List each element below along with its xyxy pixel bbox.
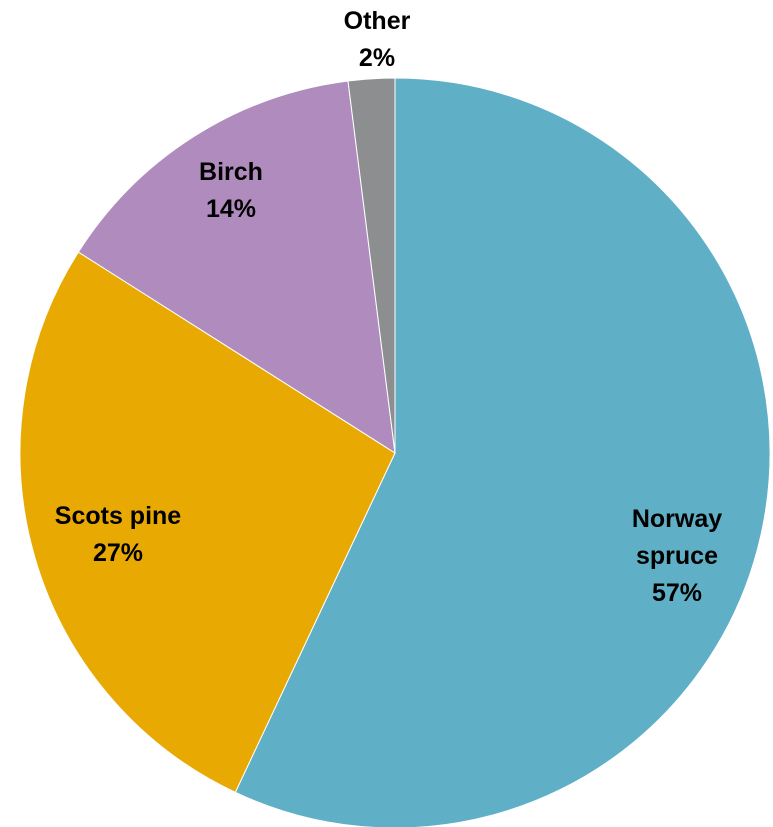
slice-label-birch: Birch 14%	[199, 158, 263, 223]
slice-percent-label: 2%	[359, 44, 395, 72]
slice-label-other: Other 2%	[344, 7, 411, 72]
slices-layer	[19, 77, 771, 827]
pie-slice-other	[347, 77, 396, 454]
slice-name-label: Norway	[632, 505, 722, 533]
slice-name-label: Scots pine	[55, 502, 182, 530]
pie-slice-norway-spruce	[234, 77, 771, 827]
slice-label-norway-spruce: Norway spruce 57%	[632, 505, 722, 607]
slice-percent-label: 14%	[206, 195, 256, 223]
slice-name-label: spruce	[636, 542, 718, 570]
pie-slice-birch	[77, 80, 396, 454]
slice-percent-label: 27%	[93, 539, 143, 567]
slice-label-scots-pine: Scots pine 27%	[55, 502, 182, 567]
pie-slice-scots-pine	[19, 251, 396, 793]
labels-layer: Norway spruce 57% Scots pine 27% Birch 14% Othe…	[55, 7, 722, 607]
slice-name-label: Birch	[199, 158, 263, 186]
slice-name-label: Other	[344, 7, 411, 35]
slice-percent-label: 57%	[652, 579, 702, 607]
